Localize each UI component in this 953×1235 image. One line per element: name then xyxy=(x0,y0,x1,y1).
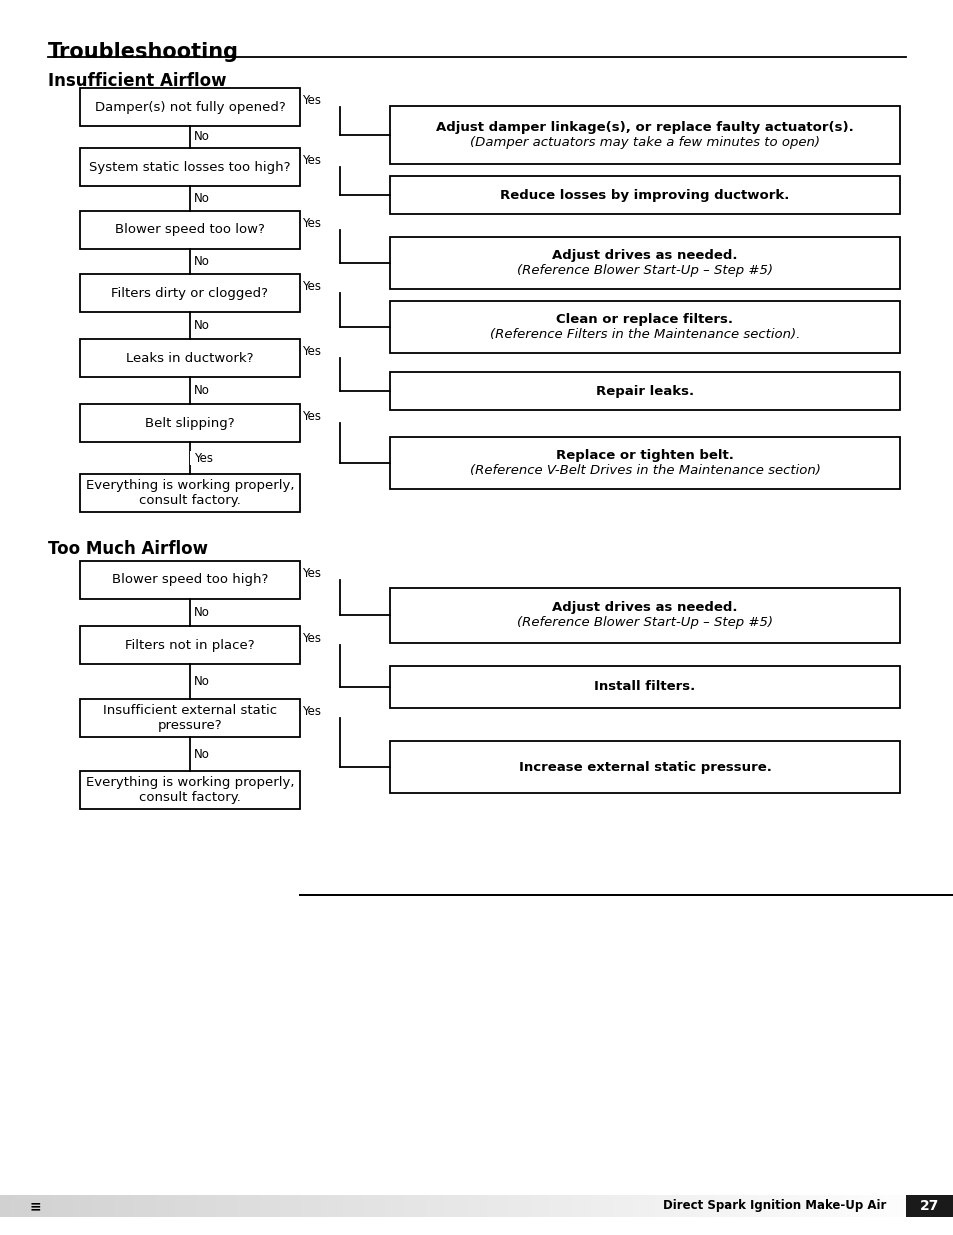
Text: Yes: Yes xyxy=(302,567,320,580)
Text: Clean or replace filters.: Clean or replace filters. xyxy=(556,312,733,326)
Text: Troubleshooting: Troubleshooting xyxy=(48,42,239,62)
Bar xyxy=(80,88,299,126)
Text: Yes: Yes xyxy=(193,452,213,464)
Text: Replace or tighten belt.: Replace or tighten belt. xyxy=(556,448,733,462)
Text: Too Much Airflow: Too Much Airflow xyxy=(48,540,208,558)
Text: No: No xyxy=(193,676,210,688)
Text: Yes: Yes xyxy=(302,705,320,718)
Bar xyxy=(80,699,299,737)
Text: No: No xyxy=(193,254,210,268)
Text: Blower speed too high?: Blower speed too high? xyxy=(112,573,268,587)
Bar xyxy=(390,301,899,353)
Bar xyxy=(80,338,299,377)
Text: (Damper actuators may take a few minutes to open): (Damper actuators may take a few minutes… xyxy=(470,136,820,149)
Text: Insufficient external static
pressure?: Insufficient external static pressure? xyxy=(103,704,276,732)
Text: (Reference Blower Start-Up – Step #5): (Reference Blower Start-Up – Step #5) xyxy=(517,264,772,278)
Text: Yes: Yes xyxy=(302,632,320,645)
Text: Yes: Yes xyxy=(302,345,320,358)
Bar xyxy=(190,451,214,466)
Text: System static losses too high?: System static losses too high? xyxy=(90,161,291,173)
Bar xyxy=(80,626,299,664)
Text: Install filters.: Install filters. xyxy=(594,680,695,694)
Text: Filters not in place?: Filters not in place? xyxy=(125,638,254,652)
Text: Yes: Yes xyxy=(302,94,320,107)
Text: ≡: ≡ xyxy=(30,1199,42,1213)
Text: No: No xyxy=(193,747,210,761)
Text: 27: 27 xyxy=(920,1199,939,1213)
Bar xyxy=(390,588,899,642)
Text: (Reference V-Belt Drives in the Maintenance section): (Reference V-Belt Drives in the Maintena… xyxy=(469,464,820,478)
Text: Adjust drives as needed.: Adjust drives as needed. xyxy=(552,248,737,262)
Text: Insufficient Airflow: Insufficient Airflow xyxy=(48,72,226,90)
Text: Leaks in ductwork?: Leaks in ductwork? xyxy=(126,352,253,364)
Text: Direct Spark Ignition Make-Up Air: Direct Spark Ignition Make-Up Air xyxy=(662,1199,885,1213)
Bar xyxy=(80,561,299,599)
Text: Blower speed too low?: Blower speed too low? xyxy=(115,224,265,236)
Text: Filters dirty or clogged?: Filters dirty or clogged? xyxy=(112,287,268,300)
Bar xyxy=(905,1195,953,1216)
Text: Belt slipping?: Belt slipping? xyxy=(145,416,234,430)
Text: No: No xyxy=(193,384,210,396)
Text: Yes: Yes xyxy=(302,217,320,230)
Text: (Reference Filters in the Maintenance section).: (Reference Filters in the Maintenance se… xyxy=(489,329,800,341)
Text: No: No xyxy=(193,606,210,619)
Text: Yes: Yes xyxy=(302,280,320,293)
Text: Damper(s) not fully opened?: Damper(s) not fully opened? xyxy=(94,100,285,114)
Text: No: No xyxy=(193,191,210,205)
Text: Everything is working properly,
consult factory.: Everything is working properly, consult … xyxy=(86,479,294,508)
Bar xyxy=(390,437,899,489)
Text: Reduce losses by improving ductwork.: Reduce losses by improving ductwork. xyxy=(499,189,789,201)
Text: Adjust drives as needed.: Adjust drives as needed. xyxy=(552,600,737,614)
Text: No: No xyxy=(193,319,210,332)
Bar xyxy=(80,404,299,442)
Bar xyxy=(80,211,299,249)
Bar xyxy=(80,274,299,312)
Bar xyxy=(390,106,899,164)
Text: Adjust damper linkage(s), or replace faulty actuator(s).: Adjust damper linkage(s), or replace fau… xyxy=(436,121,853,133)
Bar xyxy=(390,666,899,708)
Text: No: No xyxy=(193,452,210,464)
Text: Repair leaks.: Repair leaks. xyxy=(596,384,694,398)
Bar xyxy=(390,741,899,793)
Text: Yes: Yes xyxy=(302,410,320,424)
Bar xyxy=(80,771,299,809)
Text: (Reference Blower Start-Up – Step #5): (Reference Blower Start-Up – Step #5) xyxy=(517,616,772,630)
Bar xyxy=(390,177,899,214)
Text: Increase external static pressure.: Increase external static pressure. xyxy=(518,761,771,773)
Bar xyxy=(390,237,899,289)
Bar xyxy=(80,148,299,186)
Text: Yes: Yes xyxy=(302,154,320,167)
Text: Everything is working properly,
consult factory.: Everything is working properly, consult … xyxy=(86,776,294,804)
Bar xyxy=(390,372,899,410)
Text: No: No xyxy=(193,131,210,143)
Bar xyxy=(80,474,299,513)
